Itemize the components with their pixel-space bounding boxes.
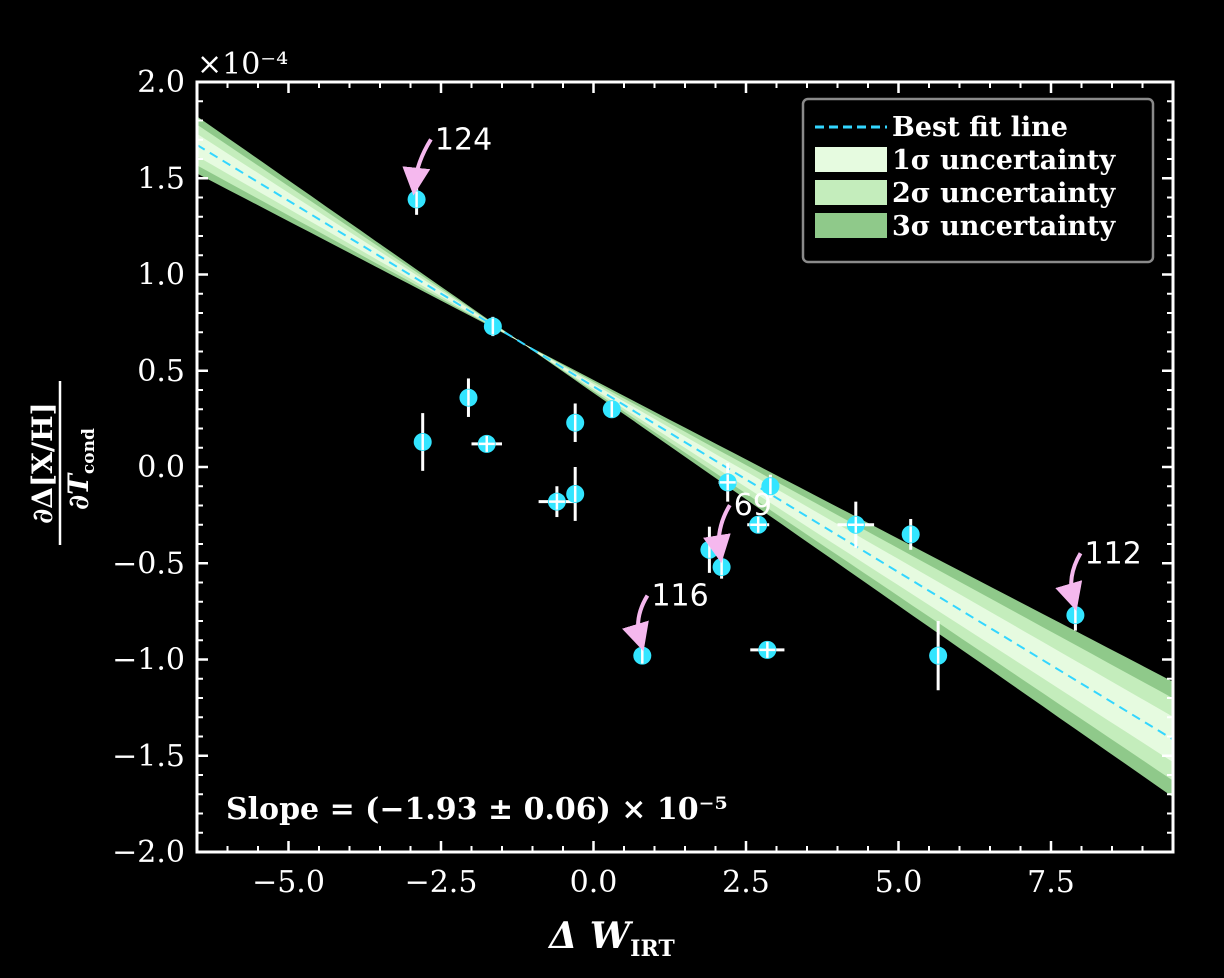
x-tick-label: 2.5 bbox=[722, 865, 770, 900]
data-point bbox=[483, 316, 502, 337]
data-point bbox=[929, 621, 948, 691]
legend-label-best-fit: Best fit line bbox=[892, 112, 1068, 143]
y-tick-label: 1.0 bbox=[137, 258, 185, 293]
data-point bbox=[471, 434, 502, 453]
y-tick-label: −1.5 bbox=[112, 739, 185, 774]
annotation-69: 69 bbox=[703, 488, 772, 564]
annotation-arrow bbox=[703, 504, 732, 564]
y-axis-title-numerator: ∂Δ[X/H] bbox=[26, 402, 59, 524]
y-axis-title-denominator: ∂T bbox=[62, 472, 95, 510]
x-tick-label: 5.0 bbox=[875, 865, 923, 900]
data-point bbox=[413, 413, 432, 471]
data-point bbox=[602, 400, 621, 419]
data-point bbox=[747, 515, 770, 534]
point-annotations: 124 69 116 112 bbox=[402, 122, 1142, 652]
y-tick-label: 0.5 bbox=[137, 354, 185, 389]
data-point bbox=[837, 501, 875, 548]
legend-label-2sigma: 2σ uncertainty bbox=[892, 178, 1117, 209]
legend-box bbox=[801, 97, 1155, 264]
annotation-124: 124 bbox=[402, 122, 492, 196]
data-points bbox=[407, 184, 1085, 691]
band-2sigma bbox=[197, 124, 1173, 781]
data-point bbox=[761, 474, 780, 498]
annotation-112: 112 bbox=[1055, 536, 1142, 611]
data-point bbox=[750, 640, 785, 659]
data-point bbox=[901, 518, 920, 550]
y-tick-label: 1.5 bbox=[137, 161, 185, 196]
y-tick-label: −1.0 bbox=[112, 643, 185, 678]
data-point bbox=[718, 463, 737, 502]
data-point bbox=[538, 486, 576, 518]
data-point bbox=[712, 555, 731, 579]
annotation-label: 112 bbox=[1085, 536, 1142, 571]
axis-ticks bbox=[196, 80, 1174, 854]
band-1sigma bbox=[197, 133, 1173, 763]
y-tick-label: 2.0 bbox=[137, 65, 185, 100]
annotation-label: 69 bbox=[734, 488, 772, 523]
best-fit-line bbox=[197, 144, 1173, 741]
data-point bbox=[459, 378, 478, 417]
y-axis-title-den-sub: cond bbox=[79, 428, 99, 474]
legend: Best fit line 1σ uncertainty 2σ uncertai… bbox=[801, 97, 1155, 264]
legend-swatch-2sigma bbox=[815, 180, 887, 205]
legend-label-3sigma: 3σ uncertainty bbox=[892, 211, 1117, 242]
x-tick-label: −2.5 bbox=[405, 865, 478, 900]
slope-annotation: Slope = (−1.93 ± 0.06) × 10⁻⁵ bbox=[226, 792, 728, 827]
x-tick-label: 0.0 bbox=[570, 865, 618, 900]
data-point bbox=[566, 403, 585, 442]
annotation-arrow bbox=[1055, 552, 1083, 611]
x-axis-title-main: Δ W bbox=[547, 915, 633, 957]
svg-text:∂Tcond: ∂Tcond bbox=[62, 428, 99, 510]
y-tick-label: −2.0 bbox=[112, 835, 185, 870]
annotation-label: 116 bbox=[651, 579, 708, 614]
legend-label-1sigma: 1σ uncertainty bbox=[892, 145, 1117, 176]
annotation-label: 124 bbox=[435, 122, 492, 157]
x-tick-label: 7.5 bbox=[1027, 865, 1075, 900]
data-point bbox=[1066, 599, 1085, 631]
data-point bbox=[633, 646, 652, 665]
y-axis-title: ∂Δ[X/H] ∂Tcond bbox=[26, 381, 99, 545]
data-point bbox=[566, 467, 585, 521]
y-tick-label: −0.5 bbox=[112, 546, 185, 581]
annotation-arrow bbox=[402, 138, 433, 196]
uncertainty-bands bbox=[197, 116, 1173, 798]
x-tick-label: −5.0 bbox=[252, 865, 325, 900]
y-tick-label: 0.0 bbox=[137, 450, 185, 485]
svg-text:Δ WIRT: Δ WIRT bbox=[547, 915, 675, 962]
data-point bbox=[407, 184, 426, 215]
best-fit-line-group bbox=[197, 144, 1173, 741]
legend-swatch-1sigma bbox=[815, 147, 887, 172]
x-axis-title: Δ WIRT bbox=[547, 915, 675, 962]
annotation-116: 116 bbox=[622, 579, 709, 652]
annotation-arrow bbox=[622, 594, 650, 652]
x-axis-title-sub: IRT bbox=[630, 936, 675, 962]
y-scale-label: ×10⁻⁴ bbox=[197, 47, 288, 82]
axis-tick-labels: −5.0 −2.5 0.0 2.5 5.0 7.5 2.0 1.5 1.0 0.5 0.0 −0.5 −… bbox=[112, 65, 1075, 900]
legend-swatch-3sigma bbox=[815, 213, 887, 238]
